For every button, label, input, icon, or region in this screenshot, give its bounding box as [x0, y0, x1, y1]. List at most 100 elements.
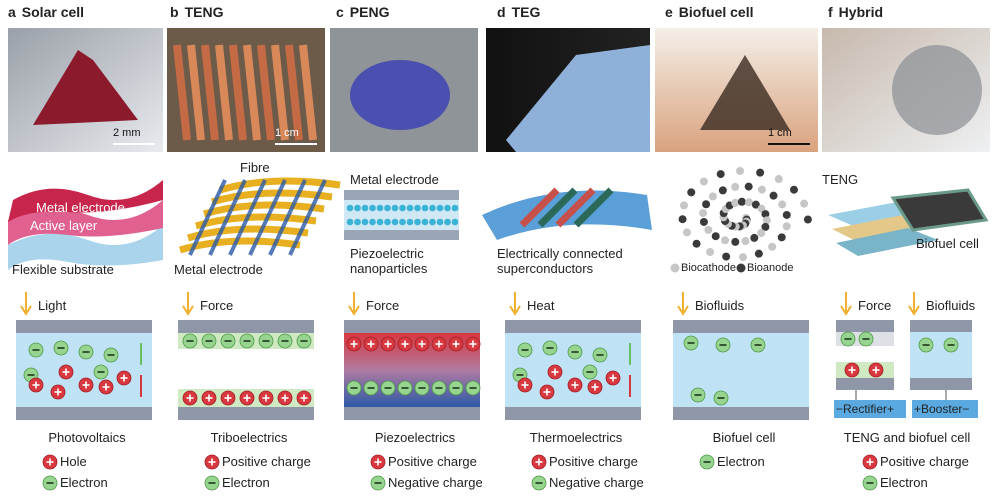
- schematic-label: Piezoelectric nanoparticles: [350, 246, 428, 276]
- nanoparticle: [384, 218, 391, 226]
- bioanode-dot: [754, 249, 763, 258]
- nanoparticle: [429, 204, 436, 212]
- mechanism-label: TENG and biofuel cell: [843, 430, 971, 445]
- nanoparticle: [346, 218, 354, 226]
- nanoparticle: [451, 218, 459, 226]
- panel-letter: e: [665, 4, 673, 20]
- input-arrow-head: [908, 305, 920, 316]
- nanoparticle: [369, 204, 376, 212]
- photo-object: [215, 44, 233, 141]
- mechanism-label: Triboelectrics: [210, 430, 288, 445]
- bioanode-dot: [782, 210, 791, 219]
- input-label: Heat: [527, 298, 555, 313]
- photo-object: [299, 44, 317, 141]
- legend-dot: [670, 263, 680, 273]
- photo-object: [33, 50, 138, 125]
- photo-object: [243, 44, 261, 141]
- piezo-layer: [344, 200, 459, 230]
- bottom-electrode: [910, 378, 972, 390]
- input-arrow-head: [840, 305, 852, 316]
- bioanode-dot: [737, 197, 746, 206]
- photo-object: [350, 60, 450, 130]
- input-label: Biofluids: [926, 298, 976, 313]
- biocathode-dot: [774, 175, 783, 184]
- photo-object: [173, 44, 191, 141]
- nanoparticle: [444, 218, 451, 226]
- legend-label: Electron: [60, 475, 108, 490]
- legend-label: Hole: [60, 454, 87, 469]
- nanoparticle: [354, 204, 361, 212]
- nanoparticle: [414, 204, 421, 212]
- legend-label: Positive charge: [222, 454, 311, 469]
- panel-name: PENG: [349, 4, 390, 20]
- nanoparticle: [354, 218, 361, 226]
- nanoparticle: [406, 204, 414, 212]
- panel-letter: d: [497, 4, 506, 20]
- schematic-label: Metal electrode: [350, 172, 439, 187]
- conductor-stripe: [573, 187, 614, 228]
- bottom-electrode: [505, 407, 641, 420]
- bioanode-dot: [716, 170, 725, 179]
- bottom-electrode: [16, 407, 152, 420]
- schematic-label: TENG: [822, 172, 859, 187]
- nanoparticle: [361, 218, 369, 226]
- photo-object: [506, 45, 650, 152]
- bottom-electrode: [178, 407, 314, 420]
- biocathode-dot: [706, 248, 715, 257]
- photo-object: [285, 44, 303, 141]
- bioanode-dot: [718, 186, 727, 195]
- bioanode-dot: [711, 232, 720, 241]
- nanoparticle: [451, 204, 459, 212]
- biocathode-dot: [699, 177, 708, 186]
- biocathode-dot: [704, 225, 713, 234]
- panel-letter: a: [8, 4, 16, 20]
- top-electrode: [505, 320, 641, 333]
- electrode-fibre: [188, 179, 227, 256]
- biocathode-dot: [731, 182, 740, 191]
- nanoparticle: [429, 218, 436, 226]
- biocathode-dot: [731, 198, 740, 207]
- biocathode-dot: [708, 192, 717, 201]
- rectifier: [834, 400, 906, 418]
- legend-dot: [736, 263, 746, 273]
- scale-label: 1 cm: [275, 127, 299, 139]
- panel-title: e Biofuel cell: [665, 5, 753, 20]
- input-label: Force: [858, 298, 892, 313]
- biocathode-dot: [778, 200, 787, 209]
- legend-label: Positive charge: [549, 454, 638, 469]
- nanoparticle: [421, 204, 429, 212]
- schematic-label: Metal electrode: [36, 200, 125, 215]
- nanoparticle: [406, 218, 414, 226]
- electrode-fibre: [268, 179, 307, 256]
- schematic-label: Fibre: [240, 160, 270, 175]
- panel-letter: f: [828, 4, 833, 20]
- biocathode-dot: [800, 199, 809, 208]
- legend-label: Electron: [717, 454, 765, 469]
- photo-object: [187, 44, 205, 141]
- input-arrow-head: [509, 305, 521, 316]
- nanoparticle: [391, 204, 399, 212]
- conductor-stripe: [519, 187, 560, 228]
- bioanode-dot: [702, 200, 711, 209]
- panel-name: TEG: [511, 4, 541, 20]
- schematic-label: Metal electrode: [174, 262, 263, 277]
- panel-title: b TENG: [170, 5, 223, 20]
- bioanode-dot: [761, 222, 770, 231]
- biocathode-dot: [679, 201, 688, 210]
- biocathode-dot: [736, 166, 745, 175]
- input-label: Force: [366, 298, 400, 313]
- bottom-electrode: [344, 407, 480, 420]
- input-arrow-head: [20, 305, 32, 316]
- scale-label: 2 mm: [113, 127, 141, 139]
- bioanode-dot: [756, 168, 765, 177]
- schematic-label: Active layer: [30, 218, 98, 233]
- bioanode-dot: [731, 237, 740, 246]
- substrate-layer: [8, 225, 163, 270]
- legend-label: Positive charge: [880, 454, 969, 469]
- top-electrode: [344, 320, 480, 333]
- panel-name: Solar cell: [21, 4, 85, 20]
- nanoparticle: [376, 204, 384, 212]
- bottom-electrode: [673, 407, 809, 420]
- panel-title: a Solar cell: [8, 5, 84, 20]
